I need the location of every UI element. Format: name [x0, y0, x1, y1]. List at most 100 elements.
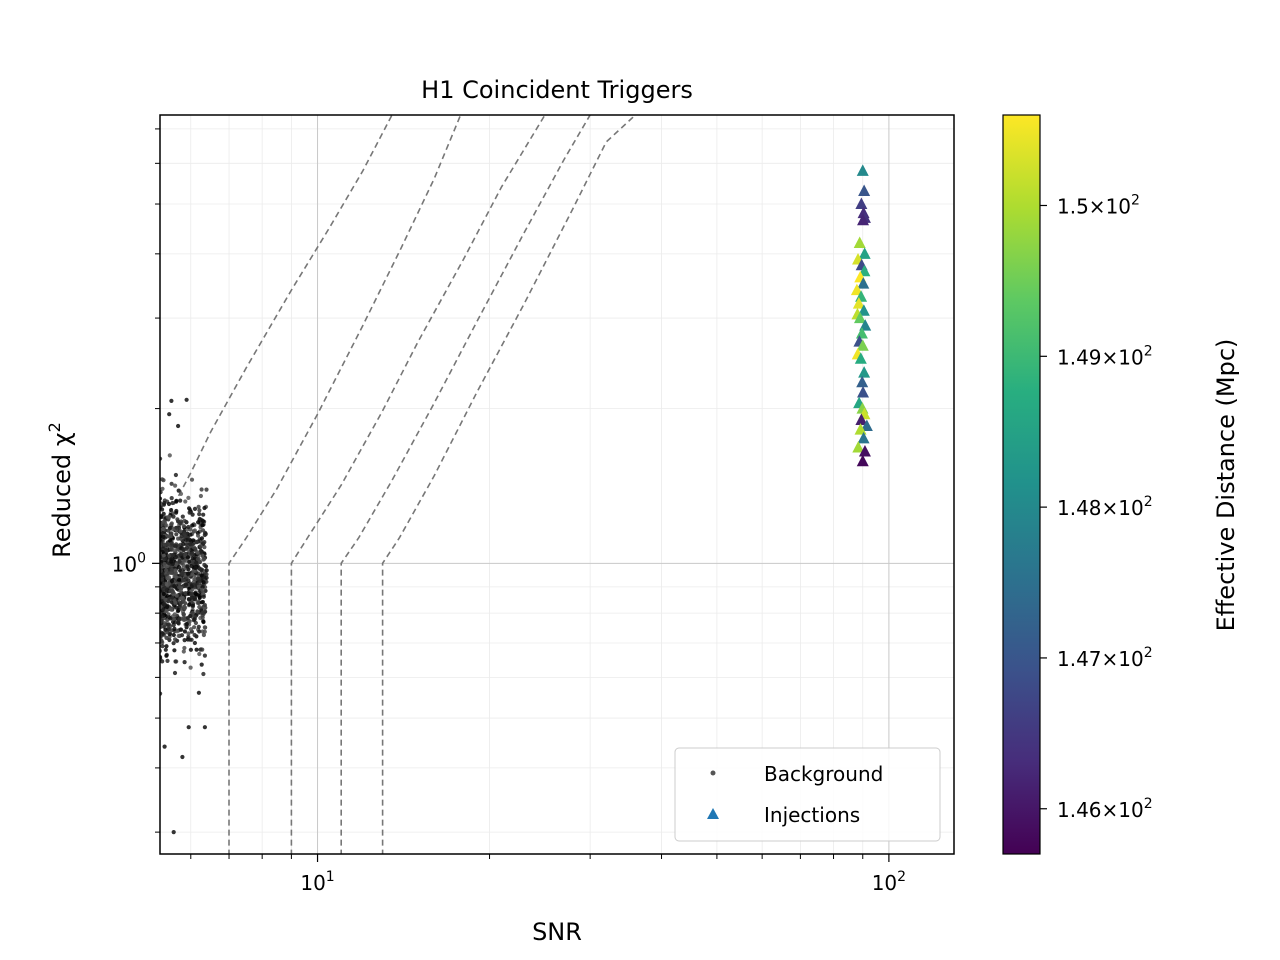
background-point	[200, 528, 206, 533]
background-point	[177, 616, 182, 622]
background-point	[196, 690, 201, 695]
background-point	[182, 660, 187, 665]
background-point	[161, 591, 166, 597]
background-points	[160, 397, 209, 835]
injection-point	[853, 311, 866, 324]
background-point	[171, 641, 176, 646]
background-point	[178, 491, 184, 496]
background-point	[176, 423, 181, 429]
y-axis-label-text: Reduced χ	[48, 432, 76, 558]
injection-point	[857, 431, 870, 444]
background-point	[197, 508, 202, 513]
background-point	[179, 596, 184, 601]
background-point	[197, 651, 202, 657]
background-point	[165, 576, 170, 581]
background-point	[160, 644, 165, 649]
background-point	[160, 607, 166, 612]
axis-ticks: 101 102 100	[112, 128, 906, 895]
background-point	[167, 637, 172, 643]
background-point	[173, 483, 178, 488]
injection-point	[854, 423, 867, 435]
contour-line	[168, 115, 393, 514]
background-point	[201, 580, 206, 585]
injection-point	[858, 445, 871, 457]
background-point	[184, 622, 189, 627]
background-point	[171, 830, 176, 835]
background-point	[162, 501, 167, 506]
background-point	[164, 644, 169, 649]
background-point	[160, 531, 164, 536]
injection-point	[857, 385, 870, 398]
background-point	[195, 609, 200, 614]
background-point	[182, 645, 187, 651]
injection-point	[857, 277, 870, 289]
background-point	[204, 487, 209, 492]
injection-point	[853, 236, 866, 248]
background-point	[175, 517, 180, 522]
colorbar-tick-label: 1.5×102	[1057, 192, 1140, 218]
background-point	[172, 548, 177, 553]
background-point	[201, 632, 206, 638]
background-point	[179, 606, 184, 611]
background-point	[185, 538, 191, 543]
legend-injections-label: Injections	[764, 803, 860, 827]
background-point	[170, 595, 175, 600]
background-point	[201, 594, 206, 599]
injection-point	[852, 297, 865, 309]
background-point	[162, 744, 167, 749]
plot-frame	[159, 114, 955, 855]
background-point	[160, 619, 164, 624]
background-point	[160, 638, 164, 643]
colorbar-tick-label: 1.46×102	[1057, 796, 1153, 822]
background-point	[181, 524, 186, 529]
background-point	[184, 397, 189, 402]
background-point	[176, 633, 181, 639]
background-point	[181, 542, 186, 547]
background-point	[174, 532, 179, 537]
y-axis-label: Reduced χ2	[45, 422, 76, 558]
background-point	[160, 568, 164, 573]
injection-point	[857, 304, 870, 316]
background-point	[200, 519, 206, 524]
background-point	[194, 540, 199, 545]
background-point	[202, 725, 207, 730]
injection-point	[850, 283, 863, 296]
background-point	[161, 520, 166, 525]
background-point	[185, 555, 190, 560]
background-point	[187, 637, 192, 642]
contour-lines	[168, 115, 636, 854]
background-point	[163, 597, 168, 602]
injection-point	[858, 366, 871, 378]
background-point	[190, 572, 195, 577]
x-tick-label: 102	[872, 869, 906, 895]
background-point	[163, 547, 168, 552]
background-point	[169, 579, 175, 584]
background-point	[169, 496, 174, 501]
injection-point	[858, 247, 871, 259]
background-point	[169, 546, 174, 551]
background-point	[198, 544, 203, 549]
background-point	[173, 568, 178, 573]
background-point	[169, 541, 174, 546]
background-point	[172, 612, 177, 617]
background-point	[174, 525, 179, 530]
background-point	[176, 488, 181, 493]
background-point	[168, 534, 173, 539]
legend-background-marker	[710, 770, 716, 776]
background-point	[164, 568, 169, 573]
background-point	[200, 587, 205, 593]
x-axis-label: SNR	[532, 918, 582, 946]
background-point	[191, 538, 196, 543]
background-point	[165, 658, 170, 664]
background-point	[182, 638, 187, 643]
background-point	[172, 626, 177, 632]
colorbar-frame	[1002, 114, 1041, 855]
contour-line	[228, 115, 462, 854]
background-point	[169, 521, 174, 526]
background-point	[172, 584, 177, 589]
background-point	[196, 571, 201, 576]
background-point	[193, 565, 198, 571]
y-axis-label-superscript: 2	[45, 422, 64, 432]
background-point	[187, 559, 192, 564]
